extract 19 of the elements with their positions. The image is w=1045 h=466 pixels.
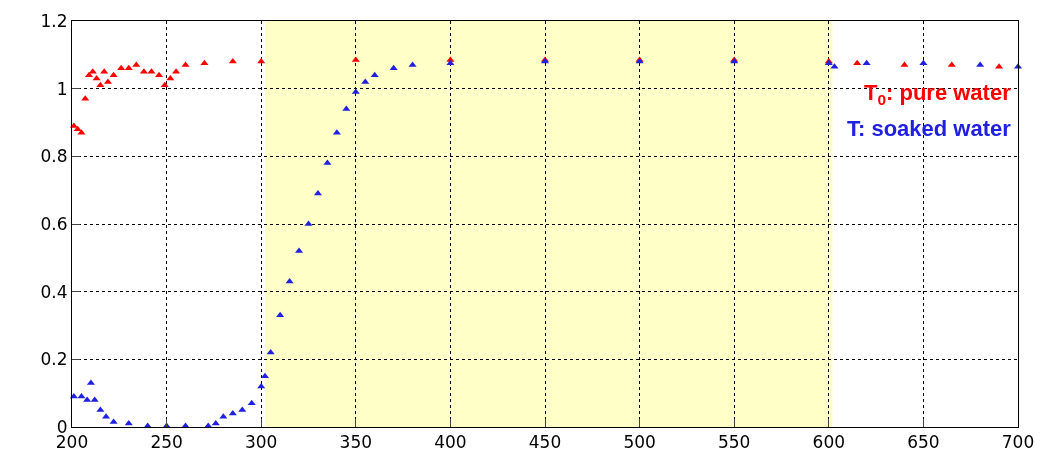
x-tick-label: 650: [907, 432, 940, 453]
text: T: soaked water: [847, 116, 1012, 141]
y-tick-label: 1: [56, 78, 68, 99]
y-tick-label: 0.4: [40, 281, 68, 302]
series-label: T$_{0}$: pure water: [864, 80, 1012, 108]
x-tick-label: 250: [150, 432, 183, 453]
y-tick-label: 0.8: [40, 146, 68, 167]
x-tick-label: 450: [528, 432, 562, 453]
x-tick-label: 350: [339, 432, 373, 453]
y-tick-label: 0.2: [40, 349, 68, 370]
x-tick-label: 550: [717, 432, 751, 453]
y-tick-label: 0.6: [40, 213, 68, 234]
x-tick-label: 500: [623, 432, 656, 453]
y-tick-label: 1.2: [40, 10, 68, 31]
x-tick-label: 300: [244, 432, 278, 453]
x-tick-label: 700: [1001, 432, 1035, 453]
x-tick-label: 400: [434, 432, 467, 453]
x-tick-label: 600: [812, 432, 846, 453]
x-tick-label: 200: [55, 432, 89, 453]
